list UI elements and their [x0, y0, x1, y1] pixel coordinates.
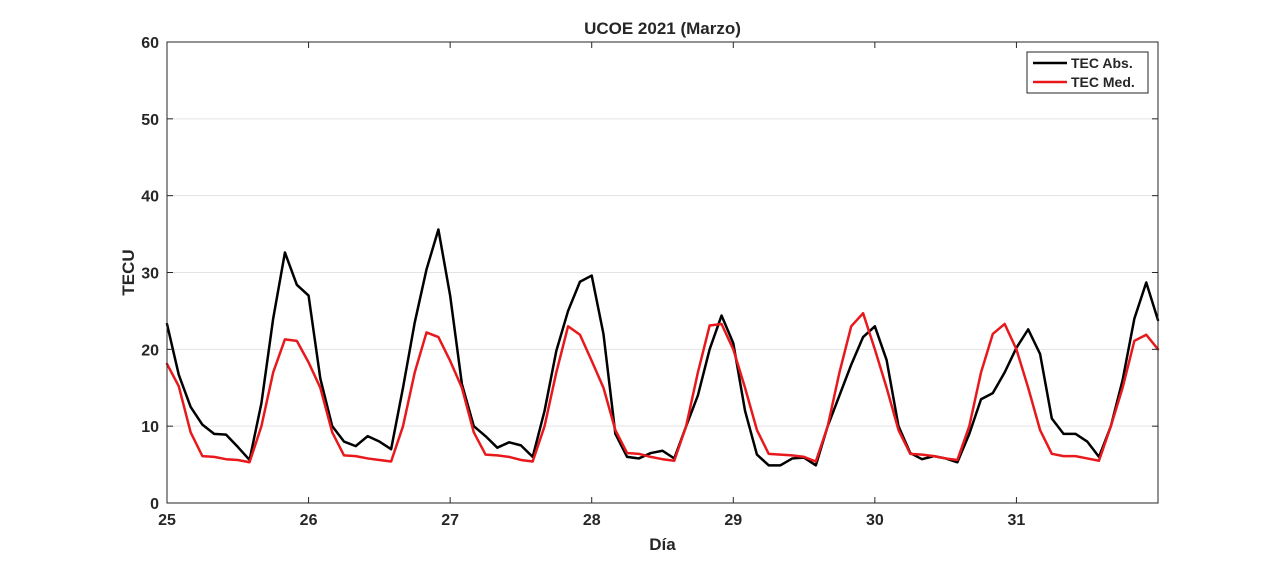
- x-tick-label: 30: [866, 512, 884, 529]
- x-tick-label: 29: [724, 512, 742, 529]
- x-tick-label: 26: [300, 512, 318, 529]
- series-line-1: [165, 311, 1160, 464]
- legend-label-tec-abs: TEC Abs.: [1071, 55, 1133, 71]
- legend: TEC Abs. TEC Med.: [1026, 51, 1149, 94]
- series-lines: [165, 228, 1160, 467]
- x-tick-label: 28: [583, 512, 601, 529]
- x-tick-label: 25: [158, 512, 176, 529]
- chart-title: UCOE 2021 (Marzo): [584, 19, 741, 38]
- y-tick-label: 50: [141, 112, 159, 129]
- y-axis-label: TECU: [119, 249, 138, 295]
- y-tick-label: 10: [141, 419, 159, 436]
- legend-label-tec-med: TEC Med.: [1071, 74, 1135, 90]
- series-line-0: [165, 228, 1160, 467]
- x-axis-label: Día: [649, 535, 676, 554]
- y-tick-label: 20: [141, 342, 159, 359]
- x-tick-label: 27: [441, 512, 459, 529]
- legend-box: [1026, 51, 1149, 94]
- y-tick-label: 0: [150, 496, 159, 513]
- y-tick-label: 60: [141, 35, 159, 52]
- axis-ticks: 0 10 20 30 40 50 60 25 26 27 28 29 30 31: [141, 35, 1158, 529]
- y-tick-label: 30: [141, 266, 159, 283]
- y-tick-label: 40: [141, 189, 159, 206]
- x-tick-label: 31: [1008, 512, 1026, 529]
